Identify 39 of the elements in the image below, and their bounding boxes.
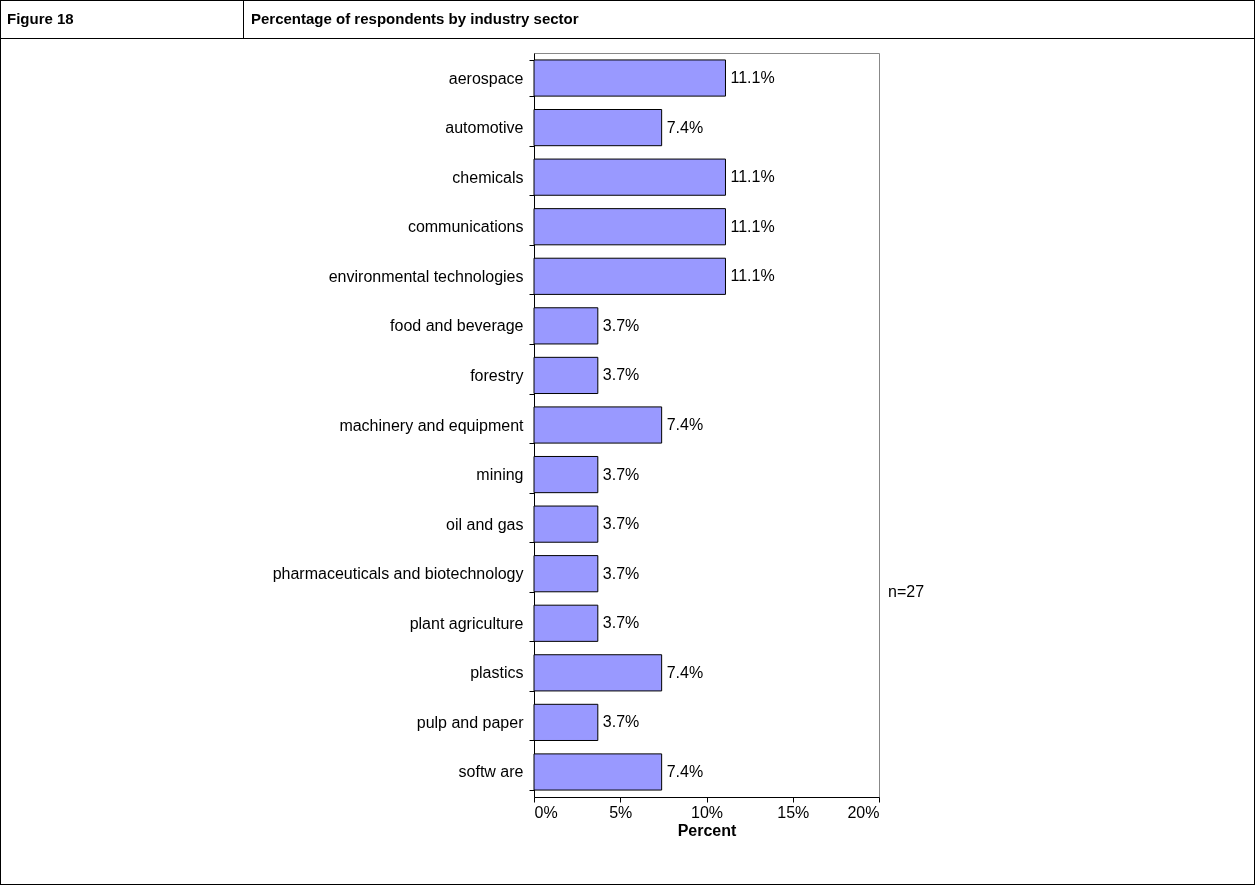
data-label: 7.4% bbox=[666, 416, 704, 433]
y-tick-label: forestry bbox=[470, 366, 524, 384]
data-label: 3.7% bbox=[602, 316, 640, 334]
data-label: 7.4% bbox=[666, 663, 704, 681]
x-tick-label: 10% bbox=[690, 803, 724, 821]
data-label: 7.4% bbox=[666, 762, 704, 780]
x-tick-label: 5% bbox=[609, 803, 633, 821]
y-tick-label: food and beverage bbox=[390, 317, 524, 335]
data-label: 11.1% bbox=[730, 217, 775, 235]
y-tick-label: environmental technologies bbox=[328, 267, 524, 285]
data-label: 11.1% bbox=[730, 267, 775, 285]
x-tick-label: 20% bbox=[847, 803, 880, 821]
y-tick-label: mining bbox=[476, 466, 524, 484]
y-tick-label: pulp and paper bbox=[416, 713, 525, 731]
data-label: 3.7% bbox=[602, 564, 640, 582]
y-tick-label: communications bbox=[407, 218, 524, 236]
y-tick-label: automotive bbox=[445, 119, 524, 137]
caption: Figure 18 bbox=[7, 10, 74, 27]
y-tick-label: machinery and equipment bbox=[339, 416, 525, 434]
data-label: 7.4% bbox=[666, 118, 704, 136]
data-label: 3.7% bbox=[602, 614, 640, 632]
x-axis-title: Percent bbox=[677, 821, 738, 839]
data-label: 3.7% bbox=[602, 366, 640, 384]
y-tick-label: pharmaceuticals and biotechnology bbox=[272, 565, 524, 583]
data-label: 3.7% bbox=[602, 465, 640, 483]
y-tick-label: softw are bbox=[458, 763, 524, 781]
data-label: 11.1% bbox=[730, 69, 775, 87]
data-label: 11.1% bbox=[730, 168, 775, 186]
x-tick-label: 0% bbox=[534, 803, 558, 821]
chart-title: Percentage of respondents by industry sector bbox=[251, 10, 579, 27]
x-tick-label: 15% bbox=[777, 803, 810, 821]
y-tick-label: chemicals bbox=[452, 168, 524, 186]
y-tick-label: plant agriculture bbox=[409, 614, 524, 632]
y-tick-label: aerospace bbox=[448, 69, 524, 87]
y-tick-label: plastics bbox=[470, 664, 524, 682]
y-tick-label: oil and gas bbox=[446, 515, 524, 533]
data-label: 3.7% bbox=[602, 515, 640, 533]
data-label: 3.7% bbox=[602, 713, 640, 731]
text: n=27 bbox=[888, 583, 925, 601]
